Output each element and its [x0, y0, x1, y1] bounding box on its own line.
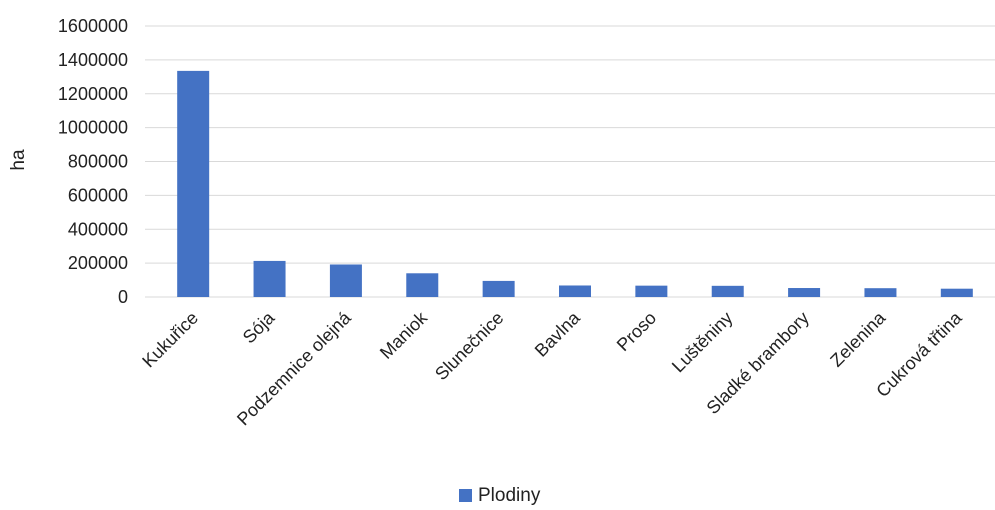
y-tick-label: 800000 [68, 152, 128, 172]
bar [940, 288, 973, 297]
legend-swatch [459, 489, 472, 502]
gridlines [145, 25, 995, 298]
legend-label: Plodiny [478, 485, 541, 506]
x-category-label: Slunečnice [431, 308, 507, 384]
y-tick-label: 1600000 [58, 16, 128, 36]
x-category-label: Sója [239, 307, 279, 347]
y-tick-label: 200000 [68, 253, 128, 273]
y-tick-label: 400000 [68, 219, 128, 239]
y-tick-label: 1400000 [58, 50, 128, 70]
bar [482, 280, 515, 297]
bar [864, 288, 897, 297]
y-tick-label: 0 [118, 287, 128, 307]
x-category-label: Maniok [376, 307, 432, 363]
x-category-label: Proso [613, 308, 660, 355]
legend: Plodiny [459, 485, 541, 506]
bar [559, 285, 591, 297]
bar [253, 260, 286, 297]
bar [788, 288, 821, 297]
y-tick-label: 1200000 [58, 84, 128, 104]
bar [177, 70, 210, 298]
x-category-label: Zelenina [826, 307, 890, 371]
y-axis-title: ha [8, 149, 29, 171]
bar [635, 285, 668, 297]
bars [177, 70, 973, 298]
bar [711, 285, 744, 297]
y-tick-label: 1000000 [58, 118, 128, 138]
bar [406, 273, 439, 297]
x-category-label: Luštěniny [668, 308, 737, 377]
y-tick-label: 600000 [68, 185, 128, 205]
y-axis-ticks: 0 200000 400000 600000 800000 1000000 1200000 1… [58, 16, 128, 307]
x-category-label: Bavlna [531, 307, 585, 361]
bar [329, 264, 362, 297]
x-category-label: Kukuřice [138, 308, 202, 372]
